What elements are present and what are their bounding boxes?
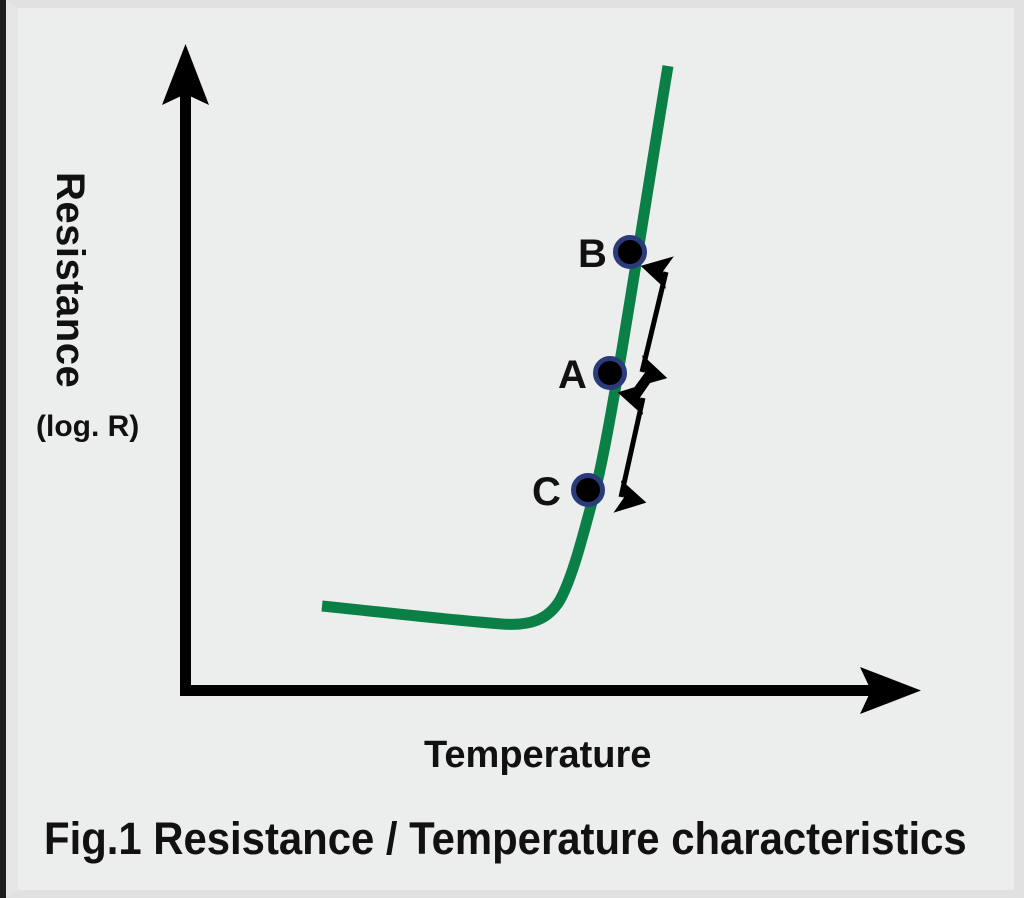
resistance-curve: [321, 65, 674, 630]
data-point-label-a: A: [558, 353, 587, 397]
arrow-a-to-c: [621, 398, 643, 497]
y-axis-line: [180, 64, 191, 696]
data-point-marker-c: [571, 473, 605, 507]
y-axis-arrowhead-icon: [162, 44, 209, 105]
data-point-marker-a: [593, 356, 627, 390]
frame-inner-border: [6, 0, 1024, 898]
figure-caption: Fig.1 Resistance / Temperature character…: [44, 813, 967, 864]
data-point-marker-b: [613, 235, 647, 269]
characteristic-curve-group: [321, 65, 674, 630]
y-axis-title: Resistance: [48, 172, 92, 389]
x-axis-title: Temperature: [424, 734, 652, 776]
annotation-arrows-group: [621, 272, 666, 497]
data-point-label-c: C: [532, 470, 561, 514]
y-axis-sublabel: (log. R): [36, 410, 140, 443]
arrow-b-to-a: [642, 272, 666, 372]
data-point-markers-group: [571, 235, 647, 507]
x-axis-line: [180, 685, 886, 696]
x-axis-arrowhead-icon: [860, 667, 921, 714]
axis-group: [162, 44, 921, 714]
data-point-label-b: B: [578, 232, 607, 276]
frame-left-edge: [0, 0, 6, 898]
